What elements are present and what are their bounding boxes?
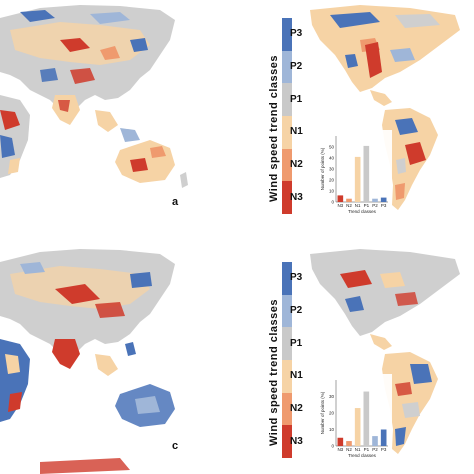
y-axis-title: Number of points (%) [320, 391, 325, 434]
y-tick-label: 0 [331, 444, 334, 449]
legend-label-n1: N1 [290, 126, 303, 138]
legend-label-n1: N1 [290, 370, 303, 382]
legend-swatch-p2 [282, 50, 292, 84]
legend-label-n2: N2 [290, 403, 303, 414]
bar-p2 [372, 436, 378, 446]
legend-swatch-p3 [282, 262, 292, 296]
x-tick-label-n3: N3 [337, 203, 343, 208]
x-tick-label-n1: N1 [355, 203, 361, 208]
y-tick-label: 50 [329, 145, 335, 150]
legend-swatch-p1 [282, 83, 292, 117]
legend-title-a: Wind speed trend classes [268, 54, 280, 202]
x-tick-label-p2: P2 [372, 447, 378, 452]
x-axis-title: Trend classes [348, 209, 377, 214]
legend-colorbar-c [282, 262, 292, 459]
legend-label-p3: P3 [290, 272, 303, 284]
x-tick-label-p3: P3 [381, 447, 387, 452]
bar-chart-a: 0 10 20 30 40 50 N3 N2 N1 P1 P2 P3 Trend classes Numb… [320, 136, 388, 214]
bar-p1 [363, 145, 370, 202]
bar-chart-c: 0 10 20 30 N3 N2 N1 P1 P2 P3 Trend classes Number o… [320, 380, 388, 458]
landmass-southeast-asia [95, 354, 118, 376]
legend-swatch-n1 [282, 116, 292, 150]
y-tick-label: 20 [329, 178, 335, 183]
legend-label-n3: N3 [290, 435, 303, 447]
legend-title-c: Wind speed trend classes [268, 298, 280, 446]
landmass-north-america [310, 249, 460, 336]
panel-letter-a: a [172, 196, 179, 208]
bar-n3 [337, 437, 344, 446]
bar-inset-a: 0 10 20 30 40 50 N3 N2 N1 P1 P2 P3 Trend classes Numb… [320, 130, 392, 216]
bar-p3 [380, 429, 387, 446]
x-tick-label-n2: N2 [346, 203, 352, 208]
bar-p1 [363, 391, 370, 446]
y-tick-label: 0 [331, 200, 334, 205]
legend-label-p2: P2 [290, 305, 303, 316]
legend-label-p2: P2 [290, 61, 303, 72]
bar-n3 [337, 195, 344, 202]
legend-label-p1: P1 [290, 93, 303, 105]
map-panel-c: c Wind speed trend classes 0 10 20 30 N3 N2 N1… [0, 244, 474, 474]
landmass-southeast-asia [95, 110, 118, 132]
x-axis-title: Trend classes [348, 453, 377, 458]
legend-swatch-p1 [282, 327, 292, 361]
bar-n1 [354, 156, 361, 202]
landmass-central-america [370, 334, 392, 350]
x-tick-label-n3: N3 [337, 447, 343, 452]
x-tick-label-p3: P3 [381, 203, 387, 208]
bar-inset-c: 0 10 20 30 N3 N2 N1 P1 P2 P3 Trend classes Number o… [320, 374, 392, 460]
world-map-eastern-a [0, 5, 460, 210]
y-tick-label: 10 [329, 189, 335, 194]
y-tick-label: 30 [329, 394, 335, 399]
legend-label-p3: P3 [290, 28, 303, 40]
y-tick-label: 20 [329, 411, 335, 416]
legend-swatch-n3 [282, 181, 292, 215]
legend-swatch-n2 [282, 392, 292, 426]
legend-label-n3: N3 [290, 191, 303, 203]
legend-swatch-n3 [282, 425, 292, 459]
legend-label-p1: P1 [290, 337, 303, 349]
y-tick-label: 40 [329, 156, 335, 161]
legend-swatch-p3 [282, 18, 292, 52]
y-tick-label: 10 [329, 427, 335, 432]
legend-swatch-p2 [282, 294, 292, 328]
bar-n2 [346, 441, 352, 446]
bar-p2 [372, 198, 378, 202]
y-tick-label: 30 [329, 167, 335, 172]
x-tick-label-n2: N2 [346, 447, 352, 452]
legend-colorbar-a [282, 18, 292, 215]
world-map-eastern-c [0, 249, 460, 474]
legend-label-n2: N2 [290, 159, 303, 170]
landmass-south-asia [52, 339, 80, 369]
map-panel-a: a Wind speed trend classes 0 10 20 30 40 50 N3… [0, 0, 474, 230]
x-tick-label-p1: P1 [364, 447, 370, 452]
landmass-central-america [370, 90, 392, 106]
bar-n1 [354, 408, 361, 446]
legend-swatch-n1 [282, 360, 292, 394]
legend-swatch-n2 [282, 148, 292, 182]
y-axis-title: Number of points (%) [320, 147, 325, 190]
bar-n2 [346, 198, 352, 202]
bar-p3 [380, 197, 387, 202]
x-tick-label-n1: N1 [355, 447, 361, 452]
x-tick-label-p2: P2 [372, 203, 378, 208]
panel-letter-c: c [172, 440, 179, 452]
x-tick-label-p1: P1 [364, 203, 370, 208]
